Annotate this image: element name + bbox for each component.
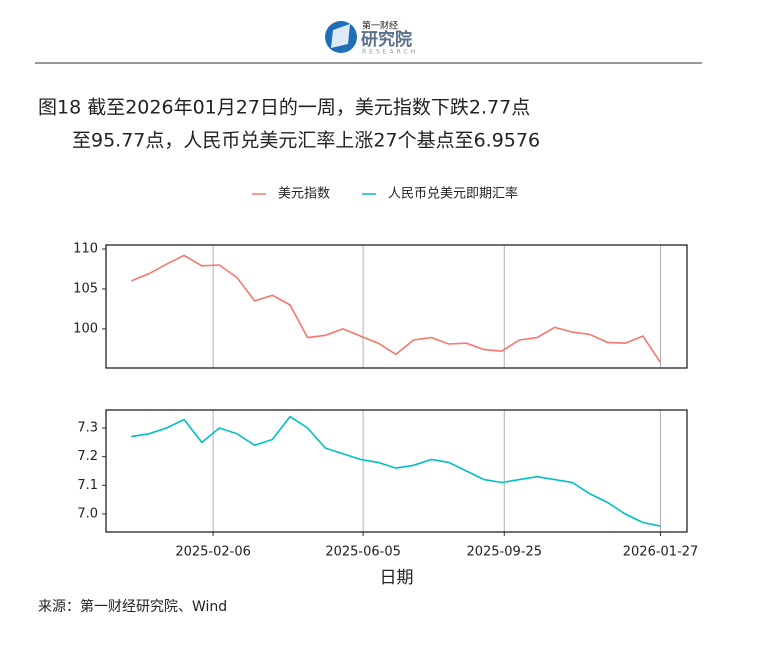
plot-frame [105,244,688,369]
series-line [131,415,661,527]
series-line [130,254,662,364]
x-tick-label: 2025-06-05 [325,545,401,560]
logo-sub: RESEARCH [362,49,418,56]
title-line: 至95.77点，人民币兑美元汇率上涨27个基点至6.9576 [72,130,540,152]
x-tick-label: 2026-01-27 [623,545,699,560]
logo-name: 研究院 [361,29,412,50]
y-tick-label: 110 [73,241,98,256]
y-tick-label: 105 [73,281,98,296]
x-tick-label: 2025-09-25 [466,545,542,560]
source: 来源：第一财经研究院、Wind [38,598,227,615]
x-axis-label: 日期 [380,568,414,588]
plot-frame [105,409,688,533]
legend-label: 美元指数 [278,187,330,202]
legend-label: 人民币兑美元即期汇率 [388,186,518,202]
x-tick-label: 2025-02-06 [175,545,251,560]
logo-brand: 第一财经 [362,20,398,32]
y-tick-label: 7.3 [77,421,98,436]
y-tick-label: 100 [73,321,98,336]
title-line: 图18 截至2026年01月27日的一周，美元指数下跌2.77点 [38,97,530,119]
y-tick-label: 7.0 [77,506,98,521]
y-tick-label: 7.1 [77,478,98,493]
logo-mark [331,24,350,48]
y-tick-label: 7.2 [77,449,98,464]
